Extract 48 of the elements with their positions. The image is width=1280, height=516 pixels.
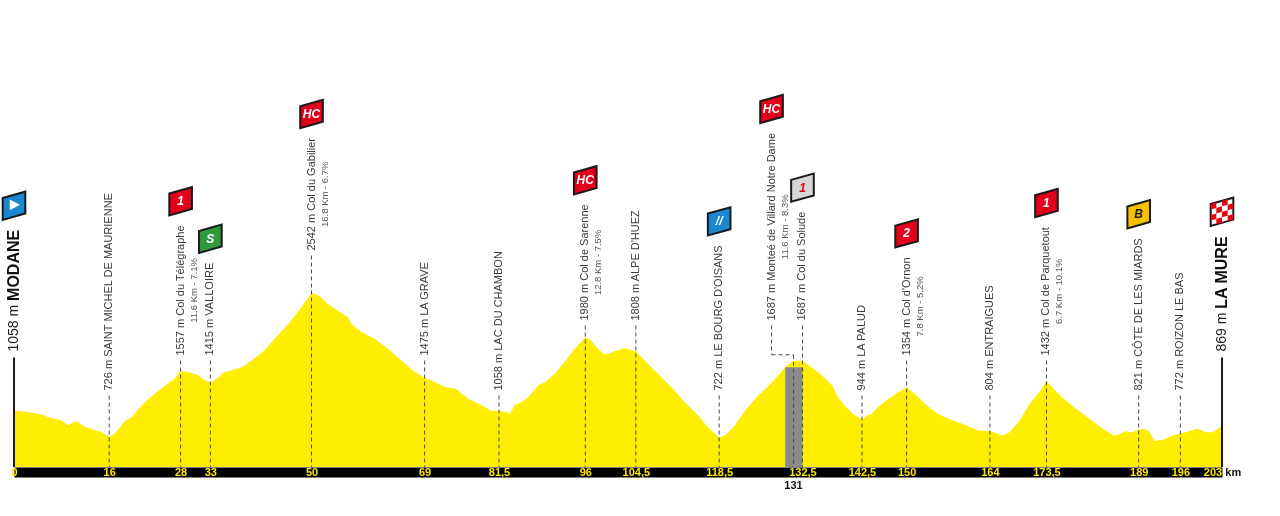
text: 2 <box>902 226 911 241</box>
ref-line-label: 722 m LE BOURG D'OISANS <box>712 245 725 391</box>
x-tick-label: 150 <box>897 465 917 478</box>
text: 1687 m Monteé de Villard Notre Dame 11.6 Km - 8.3% <box>764 132 790 321</box>
x-tick-label: 196 <box>1171 465 1191 478</box>
text: S <box>206 231 215 246</box>
text: 2542 m Col du Gabilier 16.8 Km - 6.7% <box>304 137 330 251</box>
ref-line-label: 772 m ROIZON LE BAS <box>1173 272 1186 391</box>
text: 1557 m Col du Télégraphe 11.6 Km - 7.1% <box>173 225 199 356</box>
text: HC <box>576 173 595 188</box>
text: B <box>1134 207 1144 222</box>
annotation: 131 <box>784 479 803 491</box>
x-tick-label: 142,5 <box>848 465 877 478</box>
x-tick-label: 33 <box>204 465 217 478</box>
text: 1354 m Col d'Ornon 7.8 Km - 5.2% <box>899 257 925 356</box>
x-tick-label: 118,5 <box>706 465 734 478</box>
ref-line-label: 1058 m LAC DU CHAMBON <box>491 251 504 391</box>
ref-line-label: 1475 m LA GRAVE <box>417 262 430 356</box>
text: // <box>714 214 725 229</box>
x-tick-label: 96 <box>579 465 592 478</box>
x-tick-label: 173,5 <box>1033 465 1061 478</box>
x-tick-label: 164 <box>981 465 1001 478</box>
text: 1432 m Col de Parquetout 6.7 Km - 10.1% <box>1039 227 1065 356</box>
x-tick-label: 132,5 <box>789 465 817 478</box>
ref-line-label: 726 m SAINT MICHEL DE MAURIENNE <box>102 193 115 391</box>
text: HC <box>762 102 781 116</box>
x-tick-label: 50 <box>305 465 319 478</box>
x-tick-label: 0 <box>11 465 18 478</box>
ref-line-label: 944 m LA PALUD <box>854 305 867 391</box>
x-tick-label: 69 <box>418 465 432 478</box>
x-tick-label: 81,5 <box>488 465 511 478</box>
ref-line-label: 821 m CÔTE DE LES MIARDS <box>1131 238 1144 391</box>
x-tick-label: 189 <box>1130 465 1149 478</box>
text: 1 <box>799 180 807 195</box>
x-tick-label: 28 <box>175 465 188 478</box>
x-tick-label: 16 <box>103 465 116 478</box>
ref-line-label: 1415 m VALLOIRE <box>203 262 216 356</box>
text: 1 <box>1043 196 1051 211</box>
ref-line-label: 1687 m Col du Solude <box>795 211 808 321</box>
ref-line-label: 1808 m ALPE D'HUEZ <box>628 209 641 321</box>
text: 1 <box>177 194 185 209</box>
x-tick-label: 104,5 <box>622 465 651 478</box>
text: 1980 m Col de Sarenne 12.8 Km - 7.5% <box>578 204 604 321</box>
text: 869 m LA MURE <box>1213 236 1230 352</box>
x-tick-label: 203 km <box>1203 465 1242 478</box>
ref-line-label: 804 m ENTRAIGUES <box>982 285 995 391</box>
text: HC <box>302 107 321 121</box>
text: 1058 m MODANE <box>5 229 22 352</box>
